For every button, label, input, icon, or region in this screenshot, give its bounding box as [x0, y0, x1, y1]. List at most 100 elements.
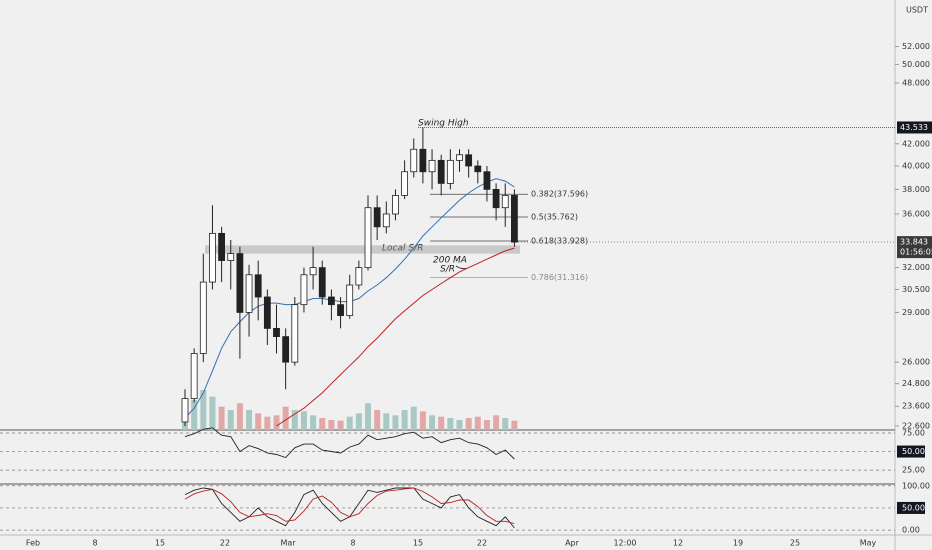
x-tick-label: Feb	[26, 539, 40, 548]
x-tick-label: 22	[220, 539, 230, 548]
candle-body	[327, 296, 335, 306]
volume-bar	[328, 420, 335, 430]
fib-label: 0.382(37.596)	[531, 190, 588, 199]
candle-body	[291, 304, 299, 363]
y-tick-label: 38.000	[902, 185, 930, 194]
candle-body	[245, 274, 253, 313]
volume-bar	[227, 410, 234, 430]
annotation: S/R	[440, 265, 455, 275]
y-tick-label: 24.800	[902, 379, 930, 388]
volume-bar	[246, 410, 253, 430]
fib-label: 0.5(35.762)	[531, 213, 578, 222]
volume-bar	[264, 416, 271, 430]
y-tick-label: 30.500	[902, 285, 930, 294]
candle-body	[419, 148, 427, 173]
candle-body	[437, 159, 445, 184]
y-tick-label: 0.00	[902, 526, 920, 535]
price-tag	[897, 236, 932, 259]
y-tick-label: 50.00	[902, 447, 925, 456]
candle-body	[428, 159, 436, 173]
x-tick-label: Apr	[565, 539, 580, 548]
y-tick-label: 50.00	[902, 503, 925, 512]
price-tag-label: 33.843	[900, 238, 928, 247]
x-tick-label: 12:00	[613, 539, 636, 548]
volume-bar	[374, 410, 381, 430]
volume-bar	[438, 416, 445, 430]
y-tick-label: 40.000	[902, 162, 930, 171]
stoch-line	[184, 487, 515, 524]
volume-bar	[218, 406, 225, 430]
volume-bar	[456, 420, 463, 430]
volume-bar	[273, 415, 280, 430]
candle-body	[474, 165, 482, 173]
candle-body	[263, 296, 271, 329]
annotation: 200 MA	[433, 256, 467, 266]
y-tick-label: 36.000	[902, 209, 930, 218]
y-tick-label: 32.000	[902, 263, 930, 272]
candle-body	[346, 284, 354, 316]
y-tick-label: 50.000	[902, 60, 930, 69]
fib-label: 0.618(33.928)	[531, 236, 588, 245]
candle-body	[456, 154, 463, 161]
volume-bar	[365, 403, 371, 430]
candle-body	[364, 207, 372, 269]
candle-body	[236, 253, 244, 313]
volume-bar	[474, 416, 481, 430]
volume-bar	[383, 413, 390, 430]
candle-body	[181, 398, 189, 423]
candle-body	[382, 213, 390, 228]
ma200-line	[276, 247, 515, 427]
volume-bar	[447, 418, 454, 430]
volume-bar	[392, 415, 399, 430]
y-tick-label: 23.600	[902, 402, 930, 411]
y-tick-label: 29.000	[902, 308, 930, 317]
countdown: 01:56:05	[900, 248, 932, 257]
volume-bar	[300, 411, 307, 430]
volume-bar	[255, 413, 262, 430]
candle-body	[282, 336, 290, 363]
volume-bar	[319, 418, 326, 430]
candle-body	[392, 195, 399, 215]
candle-body	[492, 188, 500, 209]
candle-body	[446, 159, 454, 184]
candle-body	[410, 148, 418, 173]
volume-bar	[401, 410, 408, 430]
volume-bar	[291, 410, 298, 430]
candle-body	[227, 253, 235, 261]
x-tick-label: 8	[350, 539, 355, 548]
volume-bar	[493, 415, 500, 430]
candle-body	[254, 274, 262, 298]
x-tick-label: 19	[733, 539, 743, 548]
volume-bar	[310, 415, 317, 430]
volume-bar	[209, 396, 216, 430]
candle-body	[273, 328, 280, 338]
candle-body	[300, 274, 308, 306]
candle-body	[510, 195, 518, 243]
volume-bar	[465, 418, 472, 430]
x-tick-label: 25	[790, 539, 800, 548]
currency: USDT	[906, 6, 928, 15]
y-tick-label: 52.000	[902, 42, 930, 51]
volume-bar	[511, 420, 518, 430]
volume-bar	[410, 406, 417, 430]
tick-tag	[897, 501, 925, 514]
annotation: Local S/R	[382, 244, 423, 254]
volume-bar	[200, 390, 207, 430]
candle-body	[401, 171, 409, 196]
candle-body	[209, 232, 216, 283]
volume-bar	[346, 416, 353, 430]
x-tick-label: 22	[477, 539, 487, 548]
candle-body	[309, 267, 317, 276]
volume-bar	[429, 415, 436, 430]
y-tick-label: 42.000	[902, 139, 930, 148]
candle-body	[373, 207, 381, 228]
y-tick-label: 25.00	[902, 466, 925, 475]
volume-bar	[337, 420, 344, 430]
candle-body	[199, 281, 207, 354]
candle-body	[318, 267, 326, 298]
candle-body	[218, 232, 226, 261]
candle-body	[355, 267, 363, 286]
y-tick-label: 100.00	[902, 481, 930, 490]
